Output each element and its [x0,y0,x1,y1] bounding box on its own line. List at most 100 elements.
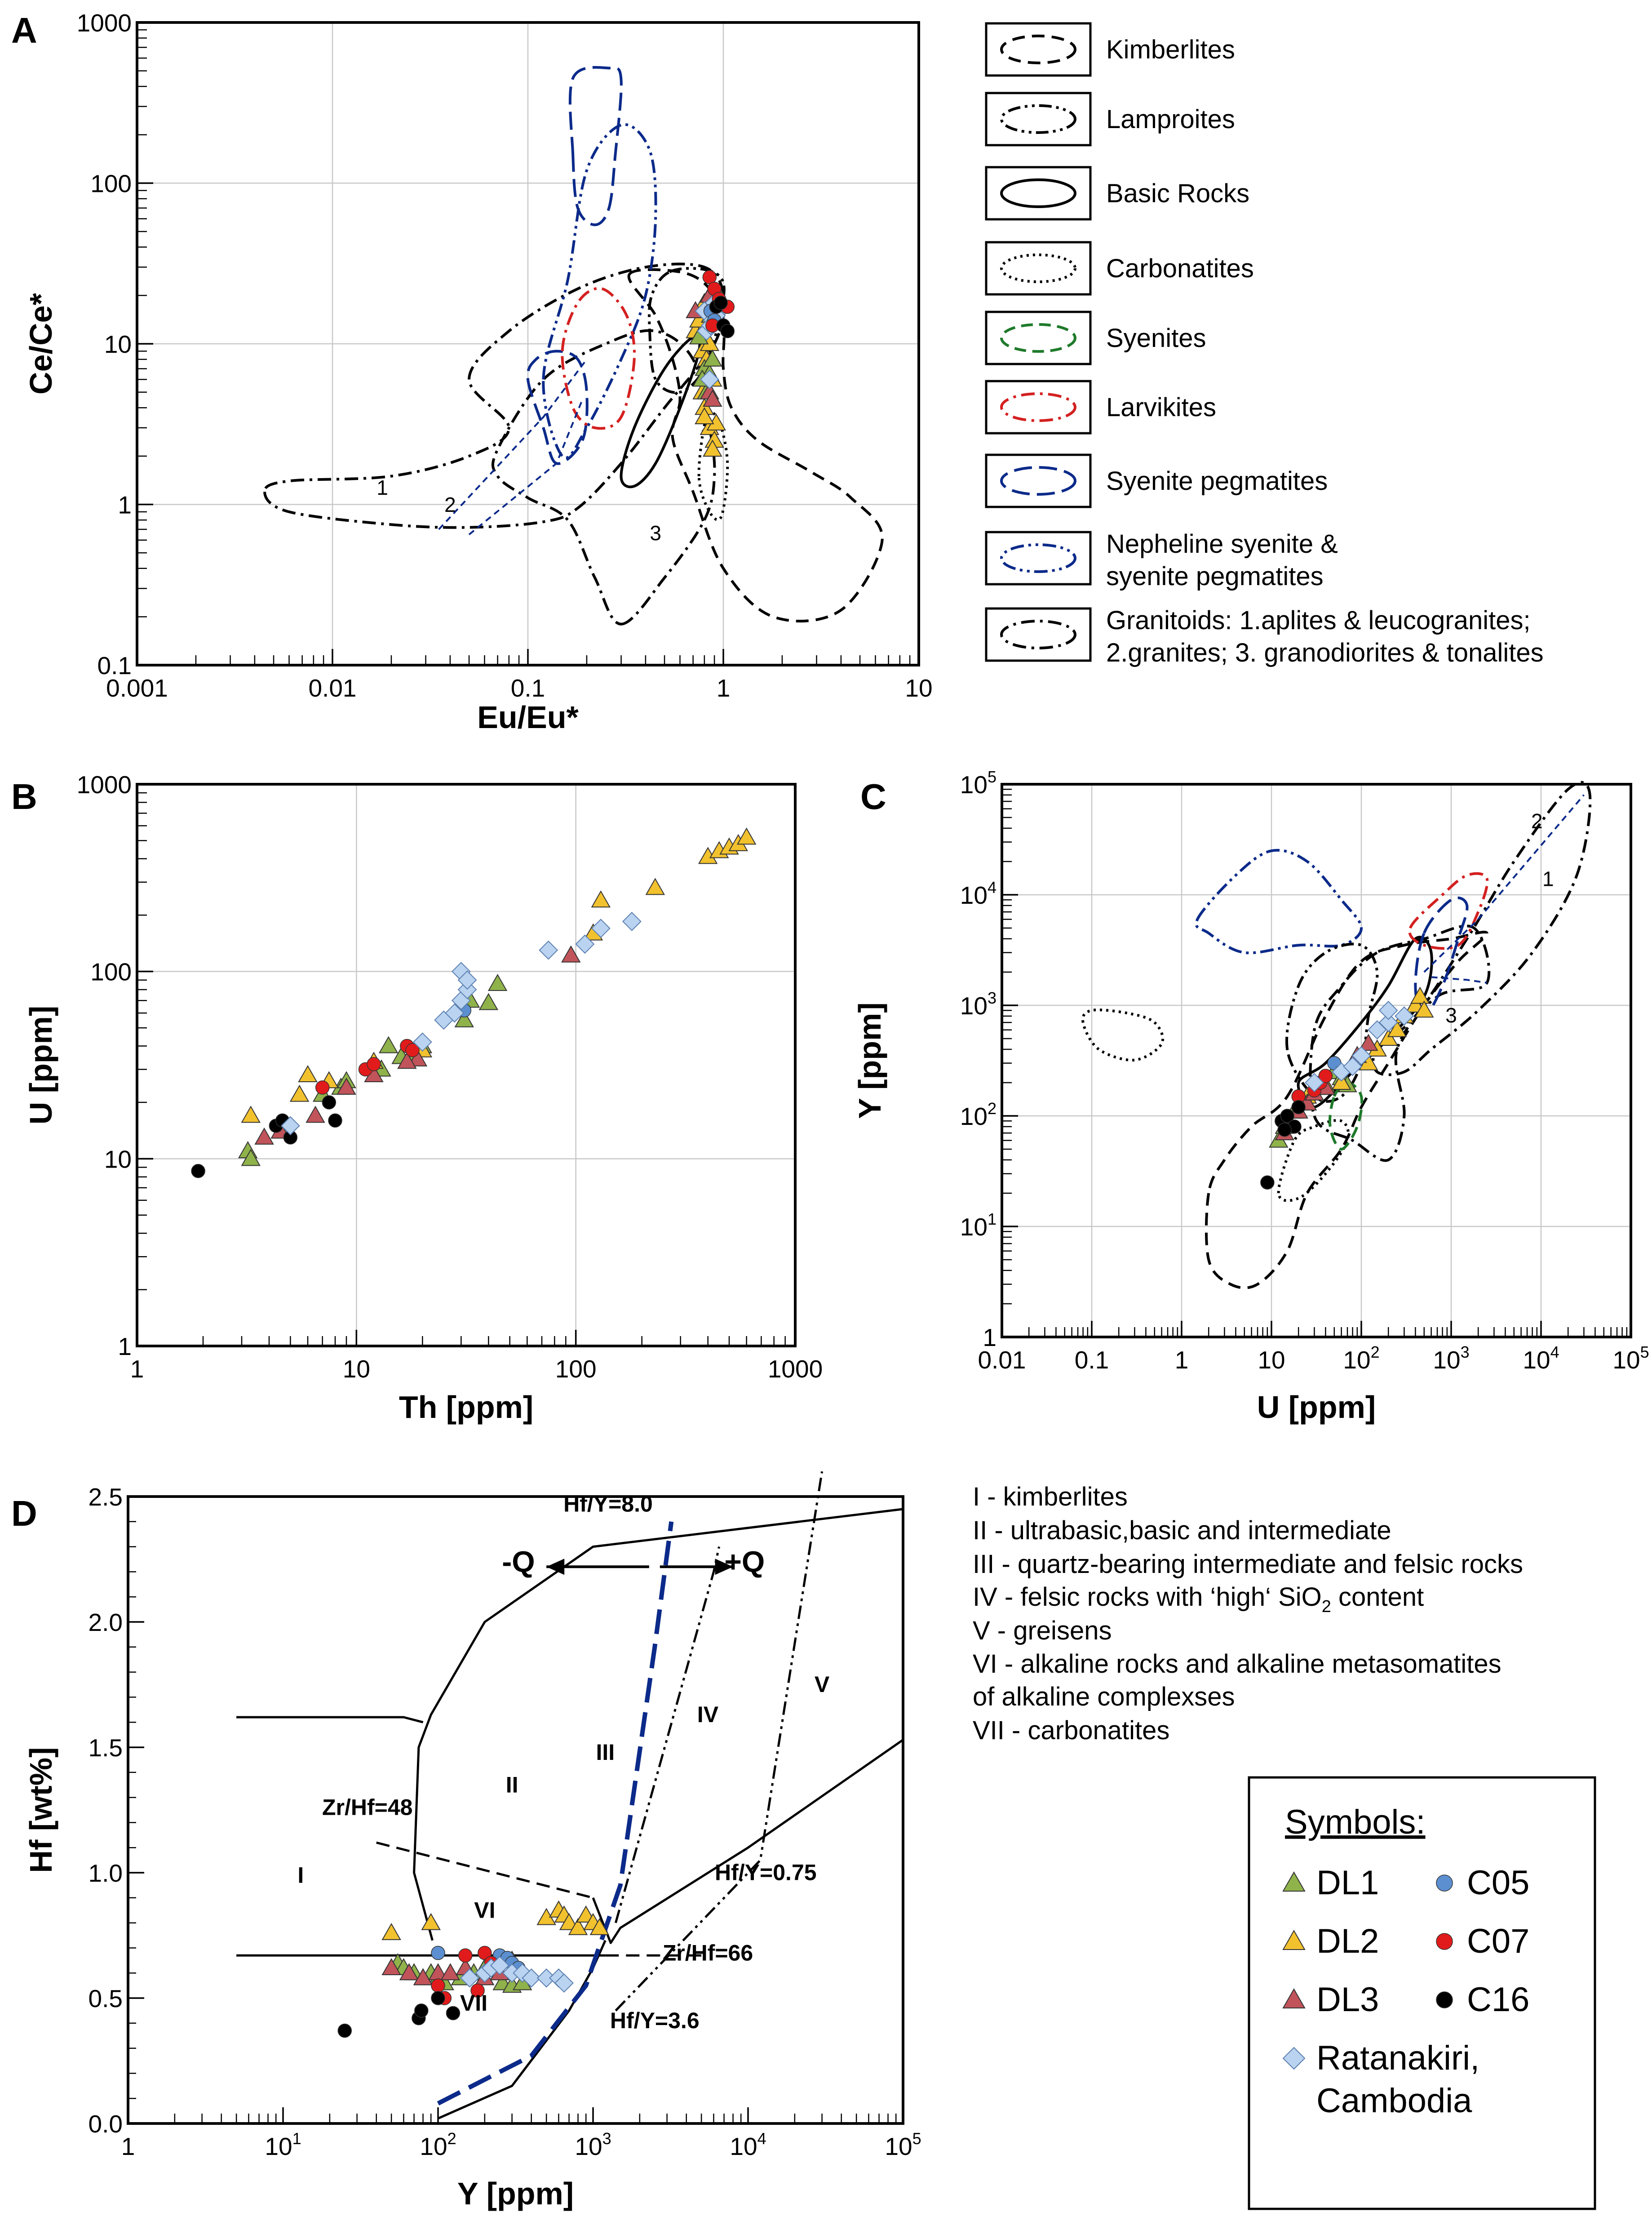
panel-a-field-syenite-pegmatites [568,66,623,227]
panel-a-field-granitoids-3 [491,329,716,626]
panel-a-letter: A [11,10,37,50]
panel-c-field-carbonatites-u [1081,1008,1165,1062]
panel-b-y-tick-label: 100 [90,958,132,986]
data-point-DL1 [478,993,499,1010]
legend-swatch-box [985,22,1092,77]
panel-d-annotation: -Q [502,1545,535,1578]
panel-d-annotation: Zr/Hf=66 [663,1940,753,1965]
panel-d-annotation: V [815,1672,830,1697]
legend-swatch-box [985,380,1092,435]
rock-class-item: VI - alkaline rocks and alkaline metasom… [973,1649,1501,1679]
panel-c-y-tick-label-exp: 5 [988,768,997,786]
panel-a-field-lamproites [647,267,726,394]
panel-c-field-syenite-pegmatites-c [1414,896,1469,1017]
data-point-Ratanakiri [1343,1057,1363,1076]
data-point-DL3 [399,1963,419,1981]
legend-swatch-carbonatites [1000,253,1076,283]
legend-label: Basic Rocks [1106,179,1249,208]
panel-d-annotation: I [297,1862,304,1888]
rock-class-legend: I - kimberlites II - ultrabasic,basic and… [973,1482,1523,1745]
rock-class-item: V - greisens [973,1616,1112,1645]
panel-a-y-tick-label: 10 [104,330,132,358]
panel-a-x-axis-title: Eu/Eu* [477,700,579,735]
data-point-DL2 [589,1918,610,1935]
panel-a-x-tick-label: 0.001 [106,674,168,702]
data-point-C07 [1436,1933,1453,1950]
panel-b-x-axis-title: Th [ppm] [399,1390,533,1425]
legend-label-line2: 2.granites; 3. granodiorites & tonalites [1106,638,1544,667]
data-point-DL2 [645,878,665,895]
data-point-Ratanakiri [1378,1013,1398,1032]
data-point-DL3 [440,1963,461,1981]
data-point-C16 [1277,1122,1292,1137]
panel-b-y-tick-label: 1000 [77,771,132,799]
panel-a-chart: 1 2 3 0.001 0.01 0.1 1 10 0.1 1 10 100 1000 Eu/Eu* Ce/… [11,9,933,735]
panel-d-y-tick-label: 1.0 [89,1859,123,1887]
panel-a-y-tick-label: 100 [90,170,132,198]
panel-b-y-axis-title: U [ppm] [23,1006,58,1124]
data-point-DL2 [1282,1929,1306,1950]
legend-swatch-box [985,92,1092,147]
rock-class-item: I - kimberlites [973,1482,1128,1511]
data-point-DL2 [1414,1000,1434,1018]
panel-d-y-tick-label: 0.0 [89,2110,123,2138]
panel-b-x-tick-label: 1000 [768,1355,823,1383]
data-point-DL3 [703,389,722,407]
panel-c-x-tick-label: 10 [1258,1346,1285,1374]
panel-c-field-granitoids-1-c [1372,781,1592,1076]
panel-d-y-tick-label: 0.5 [89,1985,123,2012]
panel-c-y-tick-label: 103 [960,989,997,1020]
panel-c-annotation: 1 [1542,867,1554,891]
rock-class-item: of alkaline complexses [973,1682,1235,1711]
data-point-C16 [191,1164,205,1178]
legend-label: Granitoids: 1.aplites & leucogranites; [1106,606,1531,635]
data-point-C07 [1318,1069,1333,1083]
data-point-DL2 [559,1913,579,1930]
data-point-Ratanakiri [522,1968,541,1988]
panel-a-y-tick-label: 1 [118,491,132,519]
data-point-DL2 [568,1918,588,1935]
data-point-DL1 [454,1010,474,1027]
panel-c-y-tick-label-exp: 1 [988,1210,997,1228]
panel-d-letter: D [11,1493,37,1533]
panel-d-annotation: III [596,1740,615,1765]
panel-a-field-syenite-pegmatites-2 [526,350,589,465]
legend-swatch-nepheline-syenite [1000,543,1076,573]
panel-d-annotation: VII [460,1990,487,2016]
legend-swatch-box [985,241,1092,296]
symbol-legend-label-line2: Cambodia [1316,2082,1472,2120]
panel-d-x-tick-label: 103 [575,2129,611,2160]
data-point-DL2 [241,1106,261,1123]
data-point-DL2 [381,1923,401,1940]
data-point-C16 [414,2003,429,2018]
field-legend: Kimberlites Lamproites Basic Rocks Carbonat… [985,22,1544,667]
panel-d-annotation: Hf/Y=8.0 [563,1491,653,1516]
data-point-C16 [1291,1100,1306,1115]
panel-c-y-axis-title: Y [ppm] [852,1002,887,1119]
panel-d-boundary-line [437,1521,674,2106]
panel-c-field-lamproites-c [1285,942,1379,1103]
panel-a-boundary-line [438,359,588,530]
panel-d-boundary-line [376,1841,593,1899]
data-point-DL2 [289,1084,310,1102]
panel-c-x-tick-label: 105 [1612,1343,1649,1374]
panel-c-field-kimberlites-c [1205,930,1488,1289]
data-point-Ratanakiri [1378,1000,1398,1020]
data-point-Ratanakiri [575,934,595,954]
data-point-Ratanakiri [700,369,719,389]
legend-label: Lamproites [1106,105,1235,134]
panel-c-plot-frame [1001,783,1632,1338]
panel-a-annotation: 1 [376,476,388,499]
panel-d-annotation: Zr/Hf=48 [322,1795,412,1820]
panel-d-annotation: +Q [724,1545,765,1578]
panel-c-x-tick-label: 1 [1175,1346,1189,1374]
panel-c-x-tick-label: 102 [1343,1343,1379,1374]
panel-c-x-tick-label: 0.1 [1075,1346,1109,1374]
data-point-DL2 [1410,986,1430,1004]
data-point-C16 [720,324,735,338]
panel-c-y-tick-label: 101 [960,1210,997,1241]
data-point-Ratanakiri [457,970,477,990]
symbol-legend-label: DL2 [1316,1922,1379,1960]
panel-d-x-axis-title: Y [ppm] [457,2176,574,2211]
data-point-DL2 [1387,1020,1407,1037]
